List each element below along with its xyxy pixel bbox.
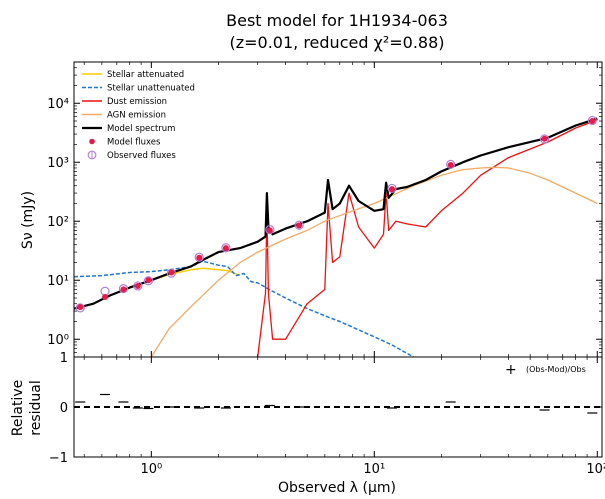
- model-flux-point: [222, 245, 229, 252]
- x-tick-label: 10¹: [363, 462, 385, 477]
- residual-y-tick-label: 1: [60, 351, 68, 366]
- series-line-model-spectrum: [74, 117, 598, 310]
- residual-legend: + (Obs-Mod)/Obs: [505, 362, 586, 378]
- main-plot-area: [74, 115, 598, 357]
- x-tick-label: 10²: [586, 462, 605, 477]
- observed-flux-point: [194, 252, 204, 262]
- observed-flux-point: [265, 225, 275, 235]
- y-tick-label: 10²: [47, 215, 69, 230]
- model-flux-point: [589, 118, 596, 124]
- observed-flux-point: [587, 115, 597, 126]
- residual-y-label-line1: Relative: [10, 380, 26, 436]
- series-line-agn-emission: [150, 166, 598, 357]
- model-flux-point: [120, 286, 127, 293]
- main-y-label: Sν (mJy): [20, 191, 36, 249]
- legend-label: Observed fluxes: [107, 151, 176, 161]
- axes: 10⁰ 10¹ 10² 10³ 10⁴ 10⁰ 10¹ 10² −1 0 1: [47, 61, 605, 477]
- legend: Stellar attenuated Stellar unattenuated Du…: [82, 70, 195, 161]
- model-flux-point: [102, 293, 109, 300]
- legend-label: Stellar attenuated: [107, 70, 184, 80]
- observed-flux-point: [294, 220, 304, 230]
- x-tick-label: 10⁰: [140, 462, 162, 477]
- model-flux-point: [77, 304, 84, 311]
- model-flux-point: [388, 186, 395, 193]
- model-flux-point: [296, 222, 303, 229]
- legend-marker: [87, 150, 97, 160]
- legend-label: Model fluxes: [107, 138, 161, 148]
- y-tick-label: 10⁴: [47, 97, 69, 112]
- legend-marker: [89, 138, 95, 145]
- observed-flux-point: [387, 183, 397, 194]
- observed-flux-point: [143, 276, 153, 286]
- residual-y-tick-label: 0: [60, 401, 68, 416]
- observed-flux-point: [221, 243, 231, 253]
- observed-flux-point: [118, 284, 129, 294]
- chart-subtitle: (z=0.01, reduced χ²=0.88): [229, 33, 444, 52]
- legend-label: Model spectrum: [107, 124, 175, 134]
- model-flux-point: [541, 135, 548, 142]
- residual-legend-marker: +: [505, 362, 517, 378]
- model-flux-point: [134, 282, 141, 289]
- observed-flux-point: [539, 134, 550, 144]
- x-axis-label: Observed λ (μm): [278, 480, 396, 495]
- series-line-stellar-attenuated: [74, 267, 241, 310]
- model-flux-point: [145, 277, 152, 284]
- y-tick-label: 10³: [47, 156, 69, 171]
- legend-label: Dust emission: [107, 97, 167, 107]
- model-flux-point: [266, 227, 273, 234]
- model-flux-point: [196, 254, 203, 261]
- model-flux-point: [447, 161, 454, 168]
- legend-label: Stellar unattenuated: [107, 84, 195, 94]
- series-line-stellar-unattenuated: [74, 260, 416, 357]
- legend-label: AGN emission: [107, 111, 166, 121]
- observed-flux-point: [75, 303, 85, 313]
- observed-flux-point: [446, 159, 456, 169]
- series-line-dust-emission: [256, 119, 598, 357]
- residual-plot-area: [74, 393, 602, 414]
- observed-flux-point: [133, 281, 143, 291]
- model-flux-point: [168, 269, 175, 276]
- observed-flux-point: [166, 268, 176, 278]
- residual-y-label-line2: residual: [28, 380, 44, 435]
- residual-y-tick-label: −1: [49, 451, 68, 466]
- y-tick-label: 10¹: [47, 274, 69, 289]
- chart-title: Best model for 1H1934-063: [226, 11, 448, 30]
- y-tick-label: 10⁰: [47, 333, 69, 348]
- residual-legend-label: (Obs-Mod)/Obs: [526, 365, 586, 374]
